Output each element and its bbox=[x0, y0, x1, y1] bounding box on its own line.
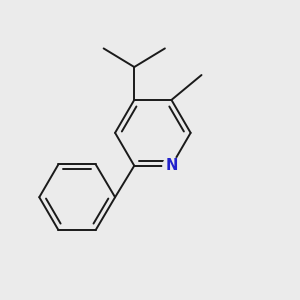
Circle shape bbox=[163, 157, 180, 174]
Text: N: N bbox=[165, 158, 178, 173]
